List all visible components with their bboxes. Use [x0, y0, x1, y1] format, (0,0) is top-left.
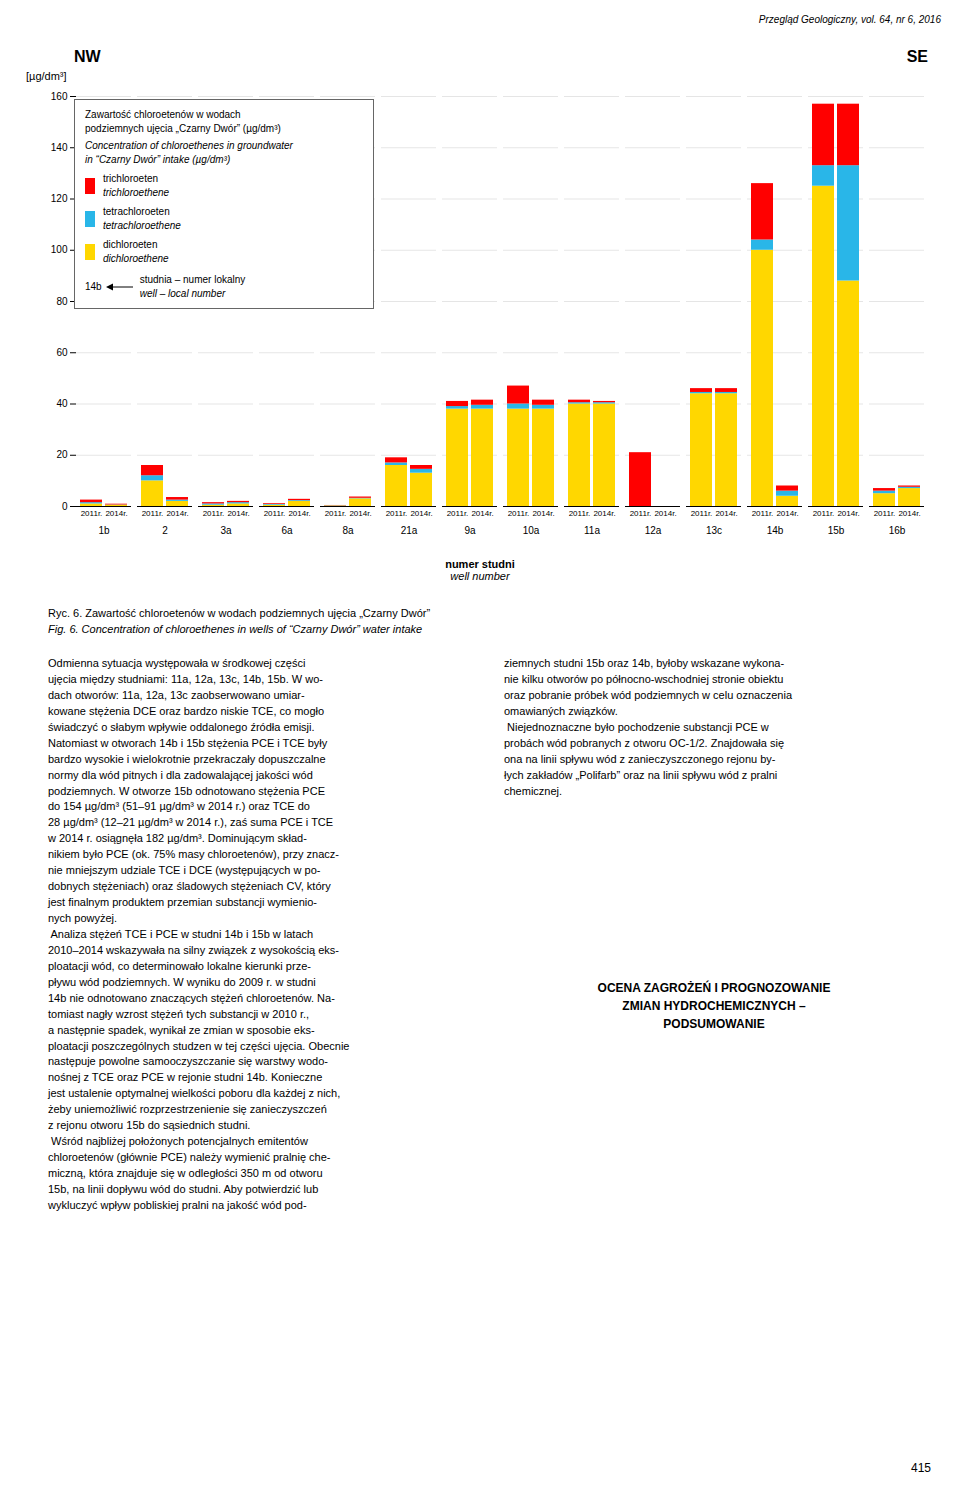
html-text:Concentration of chloroethenes: Concentration of chloroethenes in ground…: [85, 140, 293, 165]
svg-text:2014r.: 2014r.: [288, 509, 310, 518]
svg-text:11a: 11a: [584, 525, 600, 536]
svg-text:2011r.: 2011r.: [203, 509, 225, 518]
svg-text:8a: 8a: [342, 525, 354, 536]
svg-text:2011r.: 2011r.: [142, 509, 164, 518]
svg-text:160: 160: [51, 91, 68, 102]
svg-text:12a: 12a: [645, 525, 662, 536]
html-text:SE: SE: [906, 48, 928, 65]
html-text:[µg/dm³]: [µg/dm³]: [26, 70, 67, 82]
svg-text:2: 2: [162, 525, 168, 536]
svg-text:2011r.: 2011r.: [386, 509, 408, 518]
svg-text:2011r.: 2011r.: [630, 509, 652, 518]
html-text:studnia – numer lokalny: studnia – numer lokalny: [139, 274, 246, 285]
html-text:well number: well number: [450, 570, 510, 582]
svg-text:2014r.: 2014r.: [166, 509, 188, 518]
svg-text:40: 40: [56, 398, 68, 409]
svg-text:16b: 16b: [889, 525, 906, 536]
svg-text:21a: 21a: [401, 525, 418, 536]
svg-text:14b: 14b: [767, 525, 784, 536]
svg-text:1b: 1b: [98, 525, 110, 536]
html-text:dichloroeten: dichloroeten: [103, 239, 158, 250]
svg-text:100: 100: [51, 244, 68, 255]
html-text:14b: 14b: [85, 280, 102, 292]
svg-text:2014r.: 2014r.: [410, 509, 432, 518]
svg-text:2014r.: 2014r.: [105, 509, 127, 518]
svg-text:2014r.: 2014r.: [654, 509, 676, 518]
html-text:Zawartość chloroetenów w wodac: Zawartość chloroetenów w wodach podziemn…: [85, 109, 281, 134]
svg-text:2011r.: 2011r.: [447, 509, 469, 518]
svg-text:2014r.: 2014r.: [898, 509, 920, 518]
svg-text:80: 80: [56, 296, 68, 307]
html-text:Ryc. 6. Zawartość chloroetenów: Ryc. 6. Zawartość chloroetenów w wodach …: [48, 607, 431, 619]
svg-text:140: 140: [51, 142, 68, 153]
svg-text:2011r.: 2011r.: [752, 509, 774, 518]
svg-text:2014r.: 2014r.: [532, 509, 554, 518]
html-text:Fig. 6. Concentration of chlor: Fig. 6. Concentration of chloroethenes i…: [48, 622, 423, 635]
svg-text:2014r.: 2014r.: [715, 509, 737, 518]
html-text:dichloroethene: dichloroethene: [103, 252, 169, 264]
svg-text:2011r.: 2011r.: [813, 509, 835, 518]
svg-text:2014r.: 2014r.: [349, 509, 371, 518]
svg-text:2011r.: 2011r.: [264, 509, 286, 518]
svg-text:120: 120: [51, 193, 68, 204]
html-text:numer studni: numer studni: [445, 558, 515, 570]
svg-text:20: 20: [56, 449, 68, 460]
html-text:Przegląd Geologiczny, vol. 64,: Przegląd Geologiczny, vol. 64, nr 6, 201…: [758, 14, 941, 25]
svg-text:60: 60: [56, 347, 68, 358]
html-text:trichloroethene: trichloroethene: [103, 186, 170, 198]
svg-text:13c: 13c: [706, 525, 722, 536]
html-text:OCENA ZAGROŻEŃ I PROGNOZOWANIE: OCENA ZAGROŻEŃ I PROGNOZOWANIE ZMIAN HYD…: [597, 981, 831, 1032]
svg-text:9a: 9a: [464, 525, 476, 536]
svg-text:2011r.: 2011r.: [691, 509, 713, 518]
html-text:NW: NW: [74, 48, 101, 65]
svg-text:2014r.: 2014r.: [837, 509, 859, 518]
svg-text:2011r.: 2011r.: [874, 509, 896, 518]
html-text:ziemnych studni 15b oraz 14b,: ziemnych studni 15b oraz 14b, byłoby wsk…: [504, 657, 792, 797]
svg-text:0: 0: [62, 501, 68, 512]
svg-text:2014r.: 2014r.: [471, 509, 493, 518]
svg-text:3a: 3a: [220, 525, 232, 536]
html-text:Odmienna sytuacja występowała: Odmienna sytuacja występowała w środkowe…: [48, 657, 350, 1211]
svg-text:6a: 6a: [281, 525, 293, 536]
svg-text:2011r.: 2011r.: [325, 509, 347, 518]
html-text:415: 415: [911, 1461, 931, 1475]
svg-text:2014r.: 2014r.: [227, 509, 249, 518]
svg-text:2014r.: 2014r.: [593, 509, 615, 518]
svg-text:2014r.: 2014r.: [776, 509, 798, 518]
html-text:trichloroeten: trichloroeten: [103, 173, 158, 184]
html-text:tetrachloroeten: tetrachloroeten: [103, 206, 170, 217]
svg-text:2011r.: 2011r.: [508, 509, 530, 518]
html-text:well – local number: well – local number: [139, 287, 226, 299]
html-text:tetrachloroethene: tetrachloroethene: [103, 219, 181, 231]
svg-text:2011r.: 2011r.: [81, 509, 103, 518]
svg-text:2011r.: 2011r.: [569, 509, 591, 518]
svg-text:15b: 15b: [828, 525, 845, 536]
svg-text:10a: 10a: [523, 525, 540, 536]
